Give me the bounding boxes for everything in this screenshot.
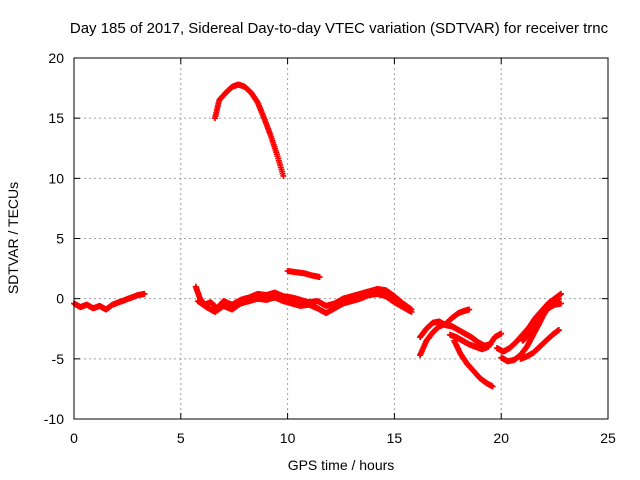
x-tick-label: 20 xyxy=(493,430,509,446)
chart-title: Day 185 of 2017, Sidereal Day-to-day VTE… xyxy=(70,20,609,37)
y-tick-label: -5 xyxy=(52,351,65,367)
series-arc-6 xyxy=(417,306,473,359)
data-point xyxy=(558,300,565,307)
axis-ticks: 0 5 10 15 20 25 -10 -5 0 5 10 15 20 xyxy=(44,50,616,446)
y-tick-label: 15 xyxy=(48,110,64,126)
plot-frame xyxy=(73,57,609,420)
data-point xyxy=(558,290,565,297)
y-tick-label: -10 xyxy=(44,411,64,427)
data-point xyxy=(555,326,562,333)
x-tick-label: 15 xyxy=(387,430,403,446)
series-arc-4 xyxy=(284,267,323,281)
x-tick-label: 25 xyxy=(600,430,616,446)
y-tick-label: 10 xyxy=(48,170,64,186)
x-tick-label: 5 xyxy=(177,430,185,446)
data-point xyxy=(141,290,148,297)
data-point xyxy=(280,172,287,179)
y-axis-label: SDTVAR / TECUs xyxy=(5,182,21,294)
x-tick-label: 0 xyxy=(70,430,78,446)
grid xyxy=(74,58,608,419)
series-arc-11 xyxy=(517,326,562,362)
series-arc-3 xyxy=(211,81,287,179)
y-tick-label: 5 xyxy=(56,231,64,247)
series-arc-2b xyxy=(194,290,415,317)
data-point xyxy=(555,295,562,302)
x-axis-label: GPS time / hours xyxy=(288,457,395,473)
series-arc-7 xyxy=(446,330,505,353)
data-point xyxy=(489,383,496,390)
series-arc-1 xyxy=(71,290,148,313)
y-tick-label: 20 xyxy=(48,50,64,66)
series-arc-8 xyxy=(451,337,496,390)
data-point xyxy=(408,308,415,315)
data-point xyxy=(316,274,323,281)
series-arc-12 xyxy=(519,300,565,344)
data-point xyxy=(498,330,505,337)
data-point xyxy=(466,306,473,313)
data-series xyxy=(71,81,565,390)
x-tick-label: 10 xyxy=(280,430,296,446)
y-tick-label: 0 xyxy=(56,291,64,307)
